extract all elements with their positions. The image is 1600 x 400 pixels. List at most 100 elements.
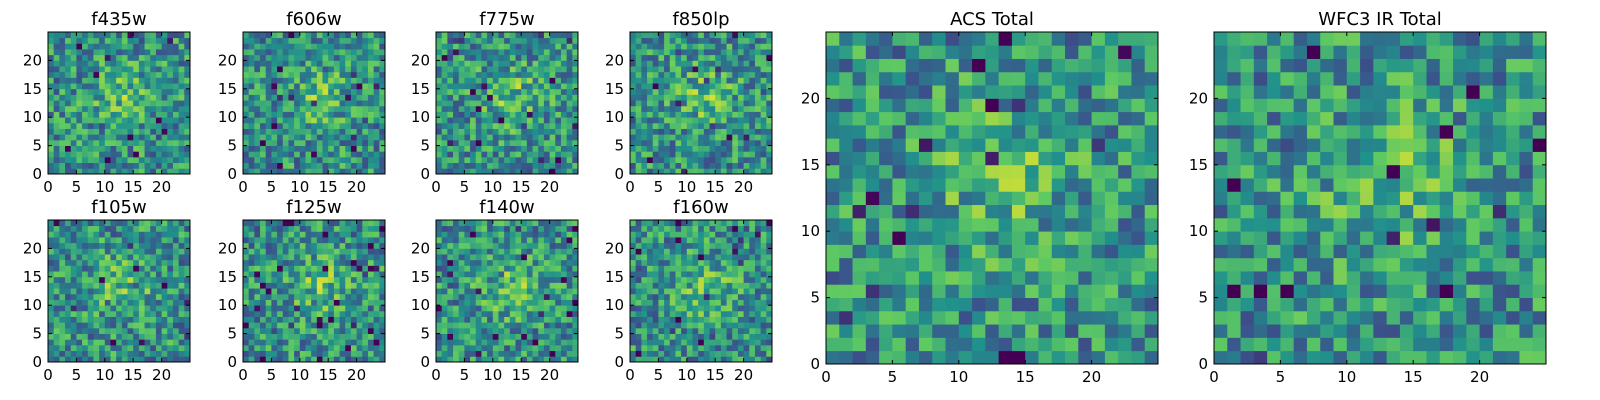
heatmap-cell xyxy=(521,293,528,300)
heatmap-cell xyxy=(543,37,550,44)
heatmap-cell xyxy=(555,156,562,164)
heatmap-cell xyxy=(277,242,284,249)
heatmap-cell xyxy=(254,237,261,244)
y-tick-label: 20 xyxy=(411,239,430,257)
heatmap-cell xyxy=(248,145,255,152)
heatmap-cell xyxy=(481,139,488,146)
heatmap-cell xyxy=(515,49,522,56)
heatmap-cell xyxy=(294,162,301,169)
heatmap-cell xyxy=(560,37,568,44)
heatmap-cell xyxy=(65,333,72,340)
heatmap-cell xyxy=(498,220,505,227)
heatmap-cell xyxy=(48,254,55,261)
heatmap-cell xyxy=(754,122,762,129)
heatmap-cell xyxy=(144,151,151,158)
heatmap-cell xyxy=(350,156,357,164)
heatmap-cell xyxy=(350,83,357,90)
heatmap-cell xyxy=(464,145,471,152)
heatmap-cell xyxy=(299,327,306,334)
heatmap-cell xyxy=(749,344,756,352)
heatmap-cell xyxy=(48,344,55,352)
heatmap-cell xyxy=(167,60,174,67)
heatmap-cell xyxy=(184,356,191,363)
heatmap-cell xyxy=(692,88,699,95)
heatmap-cell xyxy=(271,66,278,73)
heatmap-cell xyxy=(367,77,375,84)
heatmap-cell xyxy=(316,122,323,129)
heatmap-cell xyxy=(59,117,66,124)
heatmap-cell xyxy=(345,156,352,164)
heatmap-cell xyxy=(356,94,363,101)
heatmap-cell xyxy=(116,254,123,261)
heatmap-cell xyxy=(254,77,261,84)
heatmap-cell xyxy=(271,105,278,112)
heatmap-cell xyxy=(322,32,329,39)
heatmap-cell xyxy=(373,60,380,67)
heatmap-cell xyxy=(447,71,454,78)
heatmap-cell xyxy=(350,117,357,124)
heatmap-cell xyxy=(681,60,688,67)
heatmap-cell xyxy=(184,37,191,44)
heatmap-cell xyxy=(138,60,145,67)
heatmap-cell xyxy=(254,316,261,323)
heatmap-cell xyxy=(572,145,579,152)
heatmap-cell xyxy=(110,356,117,363)
heatmap-cell xyxy=(441,271,448,278)
heatmap-cell xyxy=(87,276,94,283)
heatmap-cell xyxy=(647,37,654,44)
heatmap-cell xyxy=(254,43,261,50)
heatmap-cell xyxy=(243,77,250,84)
heatmap-cell xyxy=(698,32,705,39)
heatmap-cell xyxy=(316,88,323,95)
heatmap-cell xyxy=(127,83,134,90)
heatmap-cell xyxy=(572,327,579,334)
heatmap-cell xyxy=(715,37,722,44)
heatmap-cell xyxy=(99,94,106,101)
heatmap-cell xyxy=(48,168,55,175)
heatmap-cell xyxy=(760,54,767,61)
heatmap-cell xyxy=(504,265,511,272)
heatmap-cell xyxy=(464,49,471,56)
heatmap-cell xyxy=(333,60,340,67)
heatmap-cell xyxy=(464,305,471,312)
heatmap-cell xyxy=(121,111,128,118)
heatmap-cell xyxy=(543,43,550,50)
heatmap-cell xyxy=(538,117,545,124)
heatmap-cell xyxy=(311,117,318,124)
heatmap-cell xyxy=(144,293,151,300)
heatmap-cell xyxy=(362,111,369,118)
y-tick-label: 15 xyxy=(23,268,42,286)
heatmap-cell xyxy=(481,231,488,238)
heatmap-cell xyxy=(59,49,66,56)
heatmap-cell xyxy=(532,88,539,95)
heatmap-cell xyxy=(356,162,363,169)
heatmap-cell xyxy=(93,288,100,295)
heatmap-cell xyxy=(669,288,676,295)
heatmap-cell xyxy=(333,356,340,363)
heatmap-cell xyxy=(630,151,637,158)
heatmap-cell xyxy=(133,305,140,312)
heatmap-cell xyxy=(754,333,762,340)
heatmap-cell xyxy=(555,225,562,232)
heatmap-cell xyxy=(99,156,106,164)
heatmap-cell xyxy=(504,60,511,67)
heatmap-cell xyxy=(110,37,117,44)
heatmap-cell xyxy=(345,117,352,124)
heatmap-cell xyxy=(441,60,448,67)
heatmap-cell xyxy=(521,88,528,95)
heatmap-cell xyxy=(367,49,375,56)
heatmap-cell xyxy=(692,71,699,78)
heatmap-cell xyxy=(447,299,454,306)
heatmap-cell xyxy=(515,237,522,244)
heatmap-cell xyxy=(521,310,528,317)
heatmap-cell xyxy=(447,134,454,141)
heatmap-cell xyxy=(345,105,352,112)
heatmap-cell xyxy=(715,156,722,164)
heatmap-cell xyxy=(572,282,579,289)
heatmap-cell xyxy=(138,83,145,90)
heatmap-cell xyxy=(487,66,494,73)
heatmap-cell xyxy=(138,259,145,266)
heatmap-cell xyxy=(305,66,312,73)
heatmap-cell xyxy=(367,276,375,283)
heatmap-cell xyxy=(76,333,83,340)
